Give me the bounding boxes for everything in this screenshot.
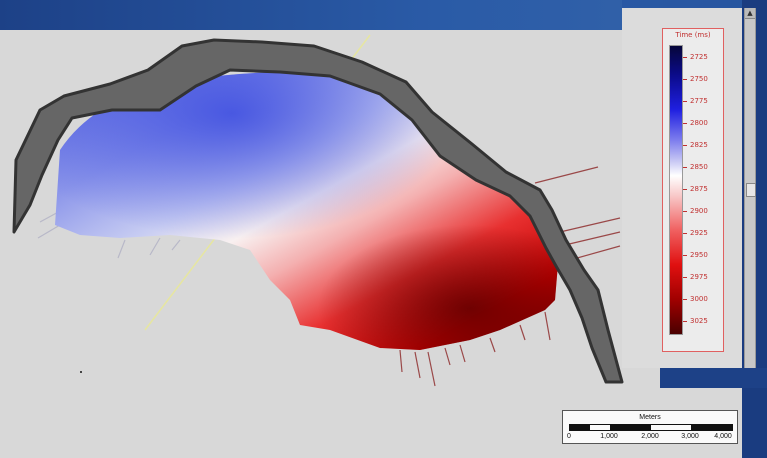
- legend-tick: 2725: [683, 53, 708, 61]
- vertical-scrollbar[interactable]: ▲: [742, 0, 767, 458]
- time-surface-render: [12, 34, 624, 387]
- legend-tick: 2975: [683, 273, 708, 281]
- color-legend: Time (ms) 2725 2750 2775 2800 2825 2850 …: [662, 28, 724, 352]
- marker-dot: [80, 371, 82, 373]
- legend-tick: 2775: [683, 97, 708, 105]
- scale-bar: Meters 0 1,000 2,000 3,000 4,000: [562, 410, 738, 444]
- scalebar-label: 4,000: [714, 433, 732, 440]
- scalebar-segment: [570, 425, 590, 430]
- background-strip: [660, 368, 767, 388]
- scrollbar-track[interactable]: ▲: [744, 8, 756, 368]
- legend-tick: 2875: [683, 185, 708, 193]
- legend-tick: 2900: [683, 207, 708, 215]
- scalebar-label: 2,000: [641, 433, 659, 440]
- legend-tick: 2825: [683, 141, 708, 149]
- scalebar-bar: [569, 424, 733, 431]
- legend-tick: 2925: [683, 229, 708, 237]
- legend-title: Time (ms): [675, 31, 711, 39]
- legend-colorbar: [669, 45, 683, 335]
- scrollbar-thumb[interactable]: [746, 183, 756, 197]
- scalebar-segment: [610, 425, 651, 430]
- scroll-up-arrow-icon[interactable]: ▲: [745, 8, 755, 19]
- window-title-strip: [0, 0, 622, 30]
- legend-panel: Time (ms) 2725 2750 2775 2800 2825 2850 …: [622, 8, 742, 368]
- scalebar-label: 1,000: [600, 433, 618, 440]
- scalebar-label: 3,000: [681, 433, 699, 440]
- legend-tick: 2800: [683, 119, 708, 127]
- legend-tick: 3025: [683, 317, 708, 325]
- legend-tick: 2950: [683, 251, 708, 259]
- scalebar-segment: [691, 425, 732, 430]
- legend-tick: 3000: [683, 295, 708, 303]
- fault-outline: [12, 38, 624, 384]
- legend-tick: 2850: [683, 163, 708, 171]
- scalebar-label: 0: [567, 433, 571, 440]
- legend-tick: 2750: [683, 75, 708, 83]
- well-sticks-right: [399, 166, 621, 387]
- scalebar-title: Meters: [639, 414, 661, 421]
